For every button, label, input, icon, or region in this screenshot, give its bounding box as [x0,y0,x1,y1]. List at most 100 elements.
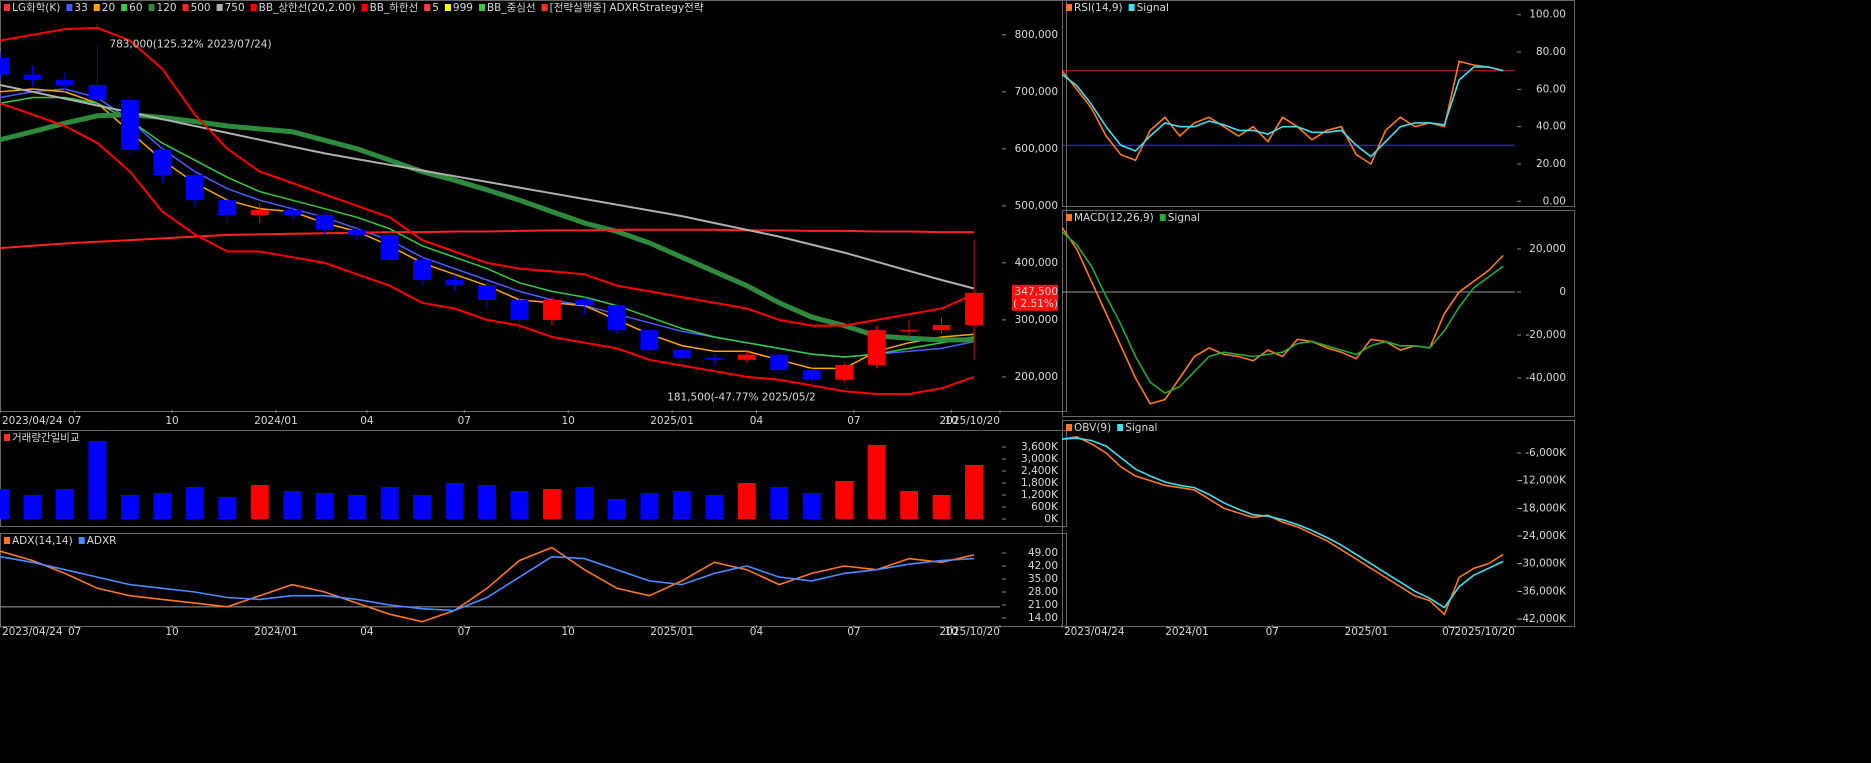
candle-body [802,370,821,380]
y-tick-label: -30,000K [1519,558,1568,570]
legend-swatch [1066,4,1072,11]
x-tick-label: 2025/10/20 [939,626,1000,638]
legend-swatch [1117,424,1124,431]
candle-body [835,364,854,380]
candle-body [900,330,919,332]
candle-body [88,84,107,100]
volume-bar [283,491,302,519]
plot [1062,227,1515,405]
legend-swatch [78,537,85,544]
x-tick-label: 2025/01 [650,626,694,638]
candle-body [0,57,9,75]
candle-body [23,74,42,80]
candle-body [607,305,626,331]
series-line [0,26,975,327]
legend-label: 5 [432,2,439,14]
candle-body [510,299,529,320]
legend-swatch [4,434,10,441]
y-tick-label: 28.00 [1028,586,1058,598]
legend-swatch [182,4,189,11]
x-tick-label: 07 [68,415,81,427]
plot [0,26,983,395]
series-line [1062,437,1504,609]
x-tick-label: 04 [360,415,374,427]
volume-bar [575,487,594,519]
x-tick-label: 10 [945,415,958,427]
legend-label: RSI(14,9) [1074,2,1123,14]
series-line [1062,435,1504,616]
candle-body [250,209,269,215]
y-tick-label: -12,000K [1519,475,1568,487]
panel-frame [1062,210,1575,417]
x-tick-label: 2023/04/24 [2,415,63,427]
candle-body [185,175,204,201]
x-tick-label: 04 [750,626,764,638]
y-tick-label: 500,000 [1015,200,1058,212]
y-tick-label: 600K [1031,501,1059,513]
legend-swatch [93,4,100,11]
candle-body [672,350,691,359]
y-tick-label: 400,000 [1015,257,1058,269]
plot [1062,60,1515,166]
x-tick-label: 10 [561,626,574,638]
candle-body [218,200,237,215]
legend-swatch [4,4,10,11]
candle-body [770,354,789,371]
y-tick-label: -40,000 [1525,372,1566,384]
legend-swatch [1128,4,1135,11]
price-tag [1012,284,1058,311]
volume-bar [867,445,886,519]
x-tick-label: 10 [165,626,178,638]
series-line [0,96,975,358]
series-line [1062,231,1504,395]
volume-bar [478,485,496,519]
plot [1062,435,1504,616]
volume-bar [672,491,691,519]
y-tick-label: 40.00 [1536,121,1566,133]
candle-body [120,99,139,150]
volume-bar [965,465,983,519]
volume-bar [737,483,756,519]
y-tick-label: 3,000K [1021,453,1059,465]
x-tick-label: 04 [360,626,374,638]
volume-bar [607,499,626,519]
y-tick-label: 200,000 [1015,371,1058,383]
legend-swatch [216,4,223,11]
candle-body [867,330,886,365]
y-tick-label: -36,000K [1519,585,1568,597]
volume-bar [932,495,951,519]
series-line [0,555,975,612]
y-tick-label: 35.00 [1028,573,1058,585]
candle-body [965,292,983,326]
price-tag-label: 347,500 [1015,286,1058,298]
legend-label: MACD(12,26,9) [1074,212,1154,224]
y-tick-label: 0K [1044,513,1059,525]
x-tick-label: 07 [458,626,471,638]
legend-label: BB_중심선 [487,2,536,14]
candle-body [543,299,561,320]
legend-label: Signal [1125,422,1157,434]
volume-bar [185,487,204,519]
panel-frame [0,533,1067,627]
candle-body [153,149,172,176]
panel-frame [1062,420,1575,627]
candle-body [315,214,334,230]
legend-label: BB_상한선(20,2.00) [259,2,356,14]
x-tick-label: 10 [561,415,574,427]
y-tick-label: 80.00 [1536,46,1566,58]
volume-bar [640,493,659,519]
y-tick-label: 1,200K [1021,489,1059,501]
candle-body [737,354,756,360]
series-line [0,546,975,623]
legend-swatch [250,4,257,11]
legend-label: 750 [225,2,245,14]
y-tick-label: 20.00 [1536,158,1566,170]
y-tick-label: -24,000K [1519,530,1568,542]
volume-bar [380,487,399,519]
volume-bar [153,493,172,519]
volume-bar [348,495,367,519]
x-tick-label: 07 [1266,626,1279,638]
